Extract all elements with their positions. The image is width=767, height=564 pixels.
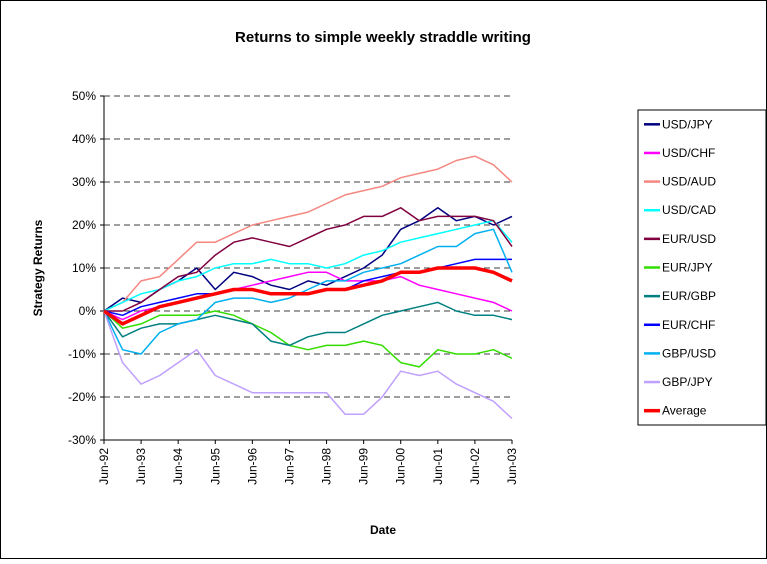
- y-tick-label: 50%: [72, 89, 96, 103]
- y-tick-label: -10%: [68, 347, 96, 361]
- x-tick-label: Jun-00: [394, 448, 408, 485]
- x-tick-label: Jun-02: [468, 448, 482, 485]
- y-tick-label: 0%: [79, 304, 97, 318]
- x-tick-label: Jun-03: [505, 448, 519, 485]
- x-tick-label: Jun-94: [171, 448, 185, 485]
- x-tick-label: Jun-92: [97, 448, 111, 485]
- x-tick-label: Jun-01: [431, 448, 445, 485]
- x-axis-label: Date: [370, 523, 396, 537]
- x-tick-label: Jun-95: [208, 448, 222, 485]
- series-line: [103, 310, 513, 368]
- series-line: [103, 310, 513, 420]
- legend-label: GBP/USD: [662, 346, 716, 360]
- series-line: [103, 266, 513, 326]
- series-line: [104, 207, 513, 312]
- y-tick-label: 20%: [72, 218, 96, 232]
- legend-label: USD/JPY: [662, 117, 713, 131]
- series-line: [103, 301, 513, 347]
- legend-box: [637, 109, 767, 426]
- legend-label: GBP/JPY: [662, 375, 713, 389]
- legend-label: EUR/CHF: [662, 318, 715, 332]
- legend-label: USD/CAD: [662, 203, 716, 217]
- x-tick-label: Jun-93: [134, 448, 148, 485]
- series-line: [103, 228, 513, 355]
- legend-label: USD/CHF: [662, 146, 715, 160]
- series-line: [103, 219, 513, 312]
- x-tick-label: Jun-99: [357, 448, 371, 485]
- legend-label: EUR/GBP: [662, 289, 716, 303]
- legend-label: EUR/USD: [662, 232, 716, 246]
- legend-label: USD/AUD: [662, 175, 716, 189]
- y-axis-label: Strategy Returns: [31, 219, 45, 316]
- legend-label: EUR/JPY: [662, 261, 713, 275]
- y-tick-label: 30%: [72, 175, 96, 189]
- series-line: [103, 155, 513, 312]
- legend-label: Average: [662, 404, 707, 418]
- y-tick-label: 10%: [72, 261, 96, 275]
- x-tick-label: Jun-98: [320, 448, 334, 485]
- y-tick-label: 40%: [72, 132, 96, 146]
- y-tick-label: -20%: [68, 390, 96, 404]
- chart-title: Returns to simple weekly straddle writin…: [235, 29, 531, 46]
- x-tick-label: Jun-96: [245, 448, 259, 485]
- x-tick-label: Jun-97: [282, 448, 296, 485]
- y-tick-label: -30%: [68, 433, 96, 447]
